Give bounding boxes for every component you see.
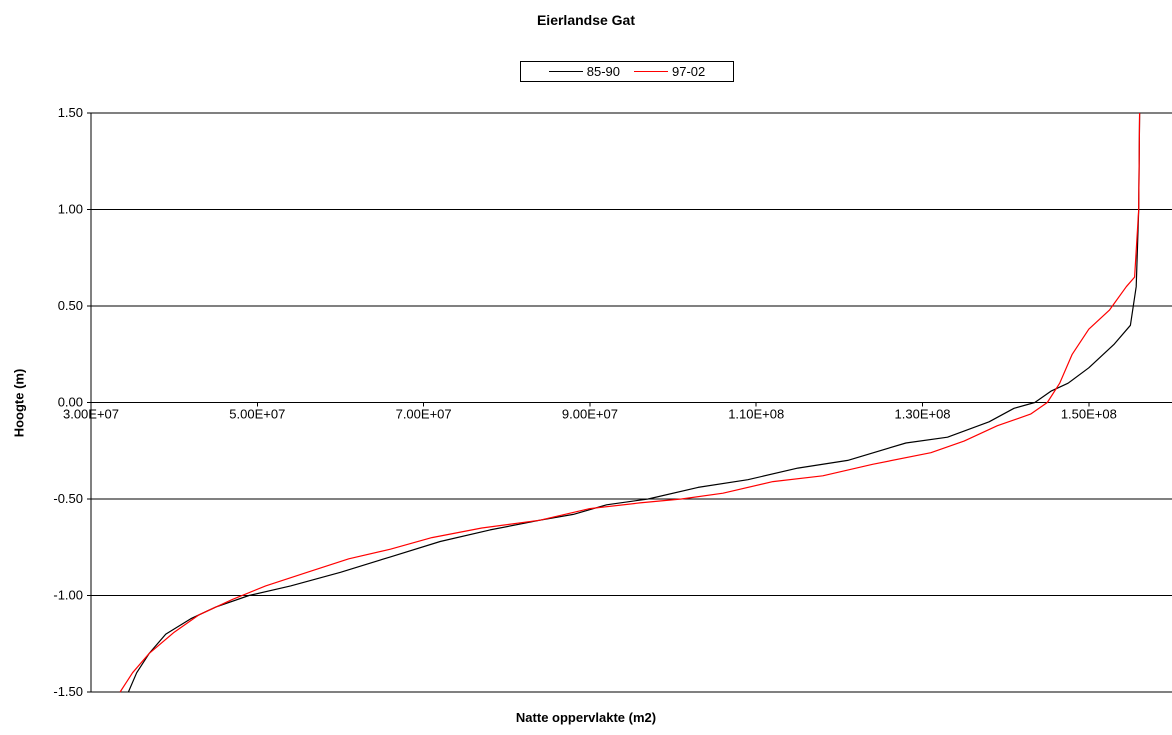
- x-tick-label-5: 1.30E+08: [895, 407, 951, 422]
- legend: 85-90 97-02: [520, 61, 734, 82]
- series-line-97-02: [119, 112, 1141, 693]
- x-tick-label-1: 5.00E+07: [229, 407, 285, 422]
- y-axis-title: Hoogte (m): [11, 368, 27, 438]
- y-tick-label-2: 0.50: [58, 298, 83, 313]
- x-axis-title: Natte oppervlakte (m2): [515, 710, 657, 725]
- y-tick-label-5: -1.00: [53, 588, 83, 603]
- series-line-85-90: [127, 112, 1141, 693]
- x-tick-label-2: 7.00E+07: [396, 407, 452, 422]
- x-tick-label-0: 3.00E+07: [63, 407, 119, 422]
- x-tick-label-6: 1.50E+08: [1061, 407, 1117, 422]
- y-tick-label-0: 1.50: [58, 105, 83, 120]
- legend-swatch-97-02: [634, 71, 668, 72]
- chart-title: Eierlandse Gat: [536, 12, 636, 28]
- y-tick-label-1: 1.00: [58, 202, 83, 217]
- x-tick-label-4: 1.10E+08: [728, 407, 784, 422]
- legend-entry-97-02: 97-02: [634, 64, 705, 79]
- legend-entry-85-90: 85-90: [548, 64, 620, 79]
- y-tick-label-4: -0.50: [53, 491, 83, 506]
- legend-label-85-90: 85-90: [586, 64, 620, 79]
- y-tick-label-6: -1.50: [53, 684, 83, 699]
- legend-label-97-02: 97-02: [672, 64, 706, 79]
- x-tick-label-3: 9.00E+07: [562, 407, 618, 422]
- legend-swatch-85-90: [548, 71, 583, 72]
- y-tick-label-3: 0.00: [58, 395, 83, 410]
